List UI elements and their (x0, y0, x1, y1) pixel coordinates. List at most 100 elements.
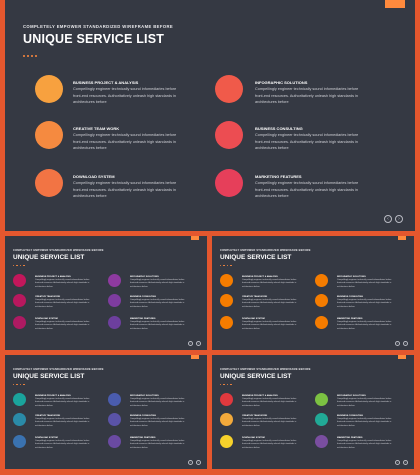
service-desc: Compellingly engineer technically sound … (130, 398, 185, 407)
service-circle (13, 413, 26, 426)
prev-arrow-icon[interactable]: ‹ (395, 460, 400, 465)
next-arrow-icon[interactable]: › (403, 460, 408, 465)
service-circle (220, 393, 233, 406)
slide-kicker: COMPLETELY EMPOWER STANDARDIZED WIREFRAM… (23, 24, 174, 29)
service-desc: Compellingly engineer technically sound … (73, 87, 177, 104)
decor-dots (13, 384, 25, 386)
service-circle (315, 393, 328, 406)
service-title: MARKETING FEATURES (255, 174, 302, 179)
decor-dots (220, 384, 232, 386)
service-circle (315, 274, 328, 287)
service-desc: Compellingly engineer technically sound … (130, 418, 185, 427)
next-arrow-icon[interactable]: › (395, 215, 403, 223)
slide-kicker: COMPLETELY EMPOWER STANDARDIZED WIREFRAM… (220, 368, 311, 371)
service-desc: Compellingly engineer technically sound … (73, 181, 177, 198)
service-title: BUSINESS CONSULTING (255, 126, 303, 131)
slide-nav: ‹ › (384, 215, 403, 223)
prev-arrow-icon[interactable]: ‹ (384, 215, 392, 223)
service-circle (220, 435, 233, 448)
service-circle (315, 294, 328, 307)
decor-dots (220, 265, 232, 267)
service-circle (35, 121, 63, 149)
service-title: MARKETING FEATURES (130, 437, 156, 439)
service-circle (108, 435, 121, 448)
slide-nav: ‹ › (188, 341, 201, 346)
service-desc: Compellingly engineer technically sound … (255, 181, 359, 198)
service-desc: Compellingly engineer technically sound … (337, 418, 392, 427)
slide-kicker: COMPLETELY EMPOWER STANDARDIZED WIREFRAM… (13, 368, 104, 371)
service-desc: Compellingly engineer technically sound … (337, 398, 392, 407)
service-title: BUSINESS CONSULTING (337, 415, 364, 417)
service-desc: Compellingly engineer technically sound … (35, 398, 90, 407)
corner-tag (398, 355, 406, 359)
service-circle (13, 294, 26, 307)
next-arrow-icon[interactable]: › (196, 341, 201, 346)
service-title: INFOGRAPHIC SOLUTIONS (130, 276, 159, 278)
service-circle (215, 75, 243, 103)
service-desc: Compellingly engineer technically sound … (242, 418, 297, 427)
service-title: BUSINESS CONSULTING (337, 296, 364, 298)
service-title: MARKETING FEATURES (337, 437, 363, 439)
service-circle (13, 435, 26, 448)
corner-tag (191, 355, 199, 359)
service-desc: Compellingly engineer technically sound … (35, 418, 90, 427)
prev-arrow-icon[interactable]: ‹ (395, 341, 400, 346)
service-circle (315, 316, 328, 329)
service-title: CREATIVE TEAM WORK (35, 296, 61, 298)
service-circle (220, 316, 233, 329)
slide-title: UNIQUE SERVICE LIST (220, 254, 292, 261)
slide-thumbnail-orange[interactable]: COMPLETELY EMPOWER STANDARDIZED WIREFRAM… (212, 236, 414, 350)
service-title: MARKETING FEATURES (130, 318, 156, 320)
service-desc: Compellingly engineer technically sound … (337, 299, 392, 308)
service-title: INFOGRAPHIC SOLUTIONS (255, 80, 308, 85)
service-desc: Compellingly engineer technically sound … (242, 398, 297, 407)
service-desc: Compellingly engineer technically sound … (242, 279, 297, 288)
service-desc: Compellingly engineer technically sound … (242, 321, 297, 330)
service-desc: Compellingly engineer technically sound … (35, 299, 90, 308)
next-arrow-icon[interactable]: › (196, 460, 201, 465)
service-title: INFOGRAPHIC SOLUTIONS (337, 276, 366, 278)
service-title: BUSINESS CONSULTING (130, 296, 157, 298)
service-desc: Compellingly engineer technically sound … (130, 279, 185, 288)
slide-title: UNIQUE SERVICE LIST (13, 373, 85, 380)
service-circle (13, 393, 26, 406)
decor-dots (13, 265, 25, 267)
next-arrow-icon[interactable]: › (403, 341, 408, 346)
service-title: BUSINESS PROJECT & ANALYSIS (35, 395, 71, 397)
service-desc: Compellingly engineer technically sound … (35, 440, 90, 449)
prev-arrow-icon[interactable]: ‹ (188, 460, 193, 465)
service-title: DOWNLOAD SYSTEM (35, 318, 58, 320)
service-title: CREATIVE TEAM WORK (73, 126, 120, 131)
slide-thumbnail-multicolor[interactable]: COMPLETELY EMPOWER STANDARDIZED WIREFRAM… (212, 355, 414, 469)
service-title: MARKETING FEATURES (337, 318, 363, 320)
service-title: BUSINESS PROJECT & ANALYSIS (242, 276, 278, 278)
corner-tag (191, 236, 199, 240)
slide-title: UNIQUE SERVICE LIST (23, 32, 165, 46)
slide-title: UNIQUE SERVICE LIST (13, 254, 85, 261)
service-circle (108, 316, 121, 329)
slide-thumbnail-teal[interactable]: COMPLETELY EMPOWER STANDARDIZED WIREFRAM… (5, 355, 207, 469)
decor-dots (23, 55, 37, 57)
service-title: DOWNLOAD SYSTEM (35, 437, 58, 439)
service-circle (315, 435, 328, 448)
service-circle (108, 393, 121, 406)
service-title: BUSINESS PROJECT & ANALYSIS (73, 80, 139, 85)
service-title: DOWNLOAD SYSTEM (242, 318, 265, 320)
slide-thumbnail-magenta[interactable]: COMPLETELY EMPOWER STANDARDIZED WIREFRAM… (5, 236, 207, 350)
service-title: CREATIVE TEAM WORK (242, 296, 268, 298)
service-desc: Compellingly engineer technically sound … (73, 133, 177, 150)
corner-tag (385, 0, 405, 8)
service-desc: Compellingly engineer technically sound … (255, 87, 359, 104)
service-circle (35, 169, 63, 197)
service-desc: Compellingly engineer technically sound … (130, 299, 185, 308)
slide-kicker: COMPLETELY EMPOWER STANDARDIZED WIREFRAM… (13, 249, 104, 252)
service-desc: Compellingly engineer technically sound … (242, 440, 297, 449)
service-circle (220, 274, 233, 287)
service-desc: Compellingly engineer technically sound … (242, 299, 297, 308)
service-desc: Compellingly engineer technically sound … (130, 440, 185, 449)
service-title: INFOGRAPHIC SOLUTIONS (130, 395, 159, 397)
service-title: DOWNLOAD SYSTEM (242, 437, 265, 439)
main-slide: COMPLETELY EMPOWER STANDARDIZED WIREFRAM… (5, 0, 415, 231)
prev-arrow-icon[interactable]: ‹ (188, 341, 193, 346)
service-desc: Compellingly engineer technically sound … (337, 279, 392, 288)
